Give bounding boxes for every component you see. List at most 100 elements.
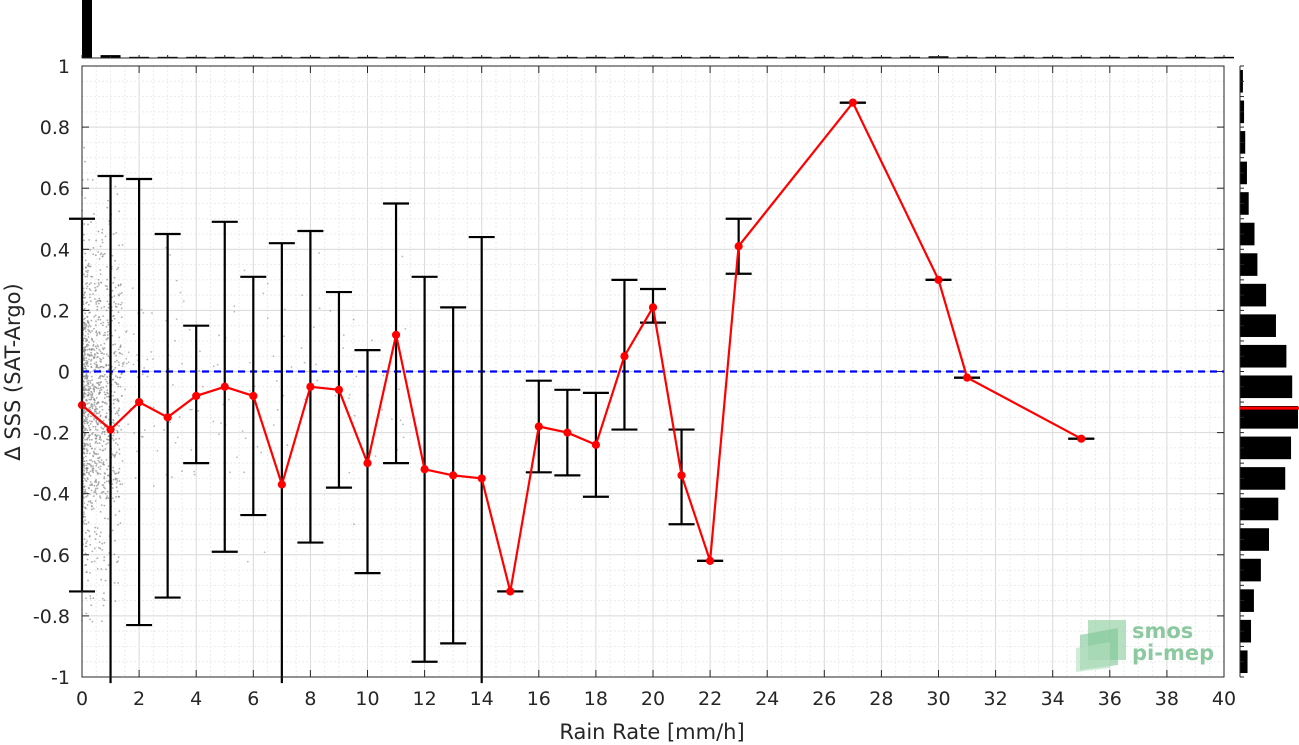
scatter-point [120,291,123,294]
scatter-point [101,401,104,403]
scatter-point [94,448,96,450]
scatter-point [114,185,117,188]
scatter-point [119,284,122,287]
scatter-point [93,460,96,463]
scatter-point [127,351,130,354]
scatter-point [82,359,85,362]
scatter-point [103,391,106,394]
x-tick-label: 18 [584,688,608,710]
scatter-point [86,382,89,385]
scatter-point [124,388,126,391]
scatter-point [90,351,93,354]
scatter-point [82,456,85,459]
scatter-point [404,327,407,330]
scatter-point [115,382,118,384]
scatter-point [93,213,95,215]
scatter-point [90,464,92,467]
scatter-point [83,408,86,411]
scatter-point [96,429,99,431]
scatter-point [113,581,116,584]
scatter-point [84,415,87,418]
scatter-point [104,473,107,475]
scatter-point [334,394,337,397]
scatter-point [83,469,86,472]
scatter-point [121,483,124,486]
scatter-point [86,319,89,322]
scatter-point [106,474,109,477]
scatter-point [84,519,86,522]
scatter-point [90,275,92,278]
scatter-point [98,461,101,464]
scatter-point [99,535,101,538]
scatter-point [92,450,95,453]
scatter-point [82,375,85,378]
right-histogram-bar [1240,589,1254,612]
scatter-point [118,425,120,427]
y-tick-label: -0.8 [33,606,70,628]
scatter-point [318,252,320,254]
scatter-point [106,490,109,493]
scatter-point [111,437,114,440]
scatter-point [94,526,97,529]
right-histogram-bar [1240,314,1276,337]
scatter-point [113,317,116,320]
scatter-point [125,330,128,332]
scatter-point [82,511,85,514]
scatter-point [88,265,91,268]
scatter-point [99,465,102,468]
scatter-point [120,307,123,310]
scatter-point [89,452,91,455]
scatter-point [118,437,121,440]
scatter-point [96,344,99,347]
scatter-point [83,380,86,383]
scatter-point [89,293,91,296]
scatter-point [113,456,116,458]
scatter-point [89,422,92,425]
y-tick-labels: 1 0.8 0.6 0.4 0.2 0 -0.2 -0.4 -0.6 -0.8 -1 [33,56,70,689]
scatter-point [117,311,120,314]
scatter-point [102,440,105,443]
scatter-point [107,497,110,500]
scatter-point [98,392,101,395]
scatter-point [90,561,93,563]
scatter-point [84,473,86,476]
x-tick-label: 34 [1041,688,1065,710]
scatter-point [90,347,93,350]
plot-border [81,65,1225,678]
scatter-point [89,543,92,546]
scatter-point [84,197,86,199]
scatter-point [116,443,119,446]
scatter-point [114,600,117,603]
scatter-point [86,540,88,543]
scatter-point [92,357,95,360]
scatter-point [91,392,94,395]
scatter-point [102,357,105,360]
scatter-point [85,464,88,467]
scatter-point [106,278,109,281]
scatter-point [105,568,107,571]
scatter-point [99,547,102,550]
plot-frame [81,65,1225,678]
right-histogram-bar [1240,192,1249,215]
scatter-point [101,238,104,241]
scatter-point [112,419,115,422]
scatter-point [107,355,110,358]
scatter-point [96,462,98,465]
scatter-point [94,425,97,428]
scatter-point [116,490,119,493]
right-histogram-bar [1240,558,1261,582]
scatter-point [286,444,289,446]
scatter-point [94,298,96,300]
scatter-point [83,348,86,350]
scatter-point [199,350,201,353]
scatter-point [106,382,109,385]
scatter-point [218,334,220,337]
scatter-point [101,430,104,433]
scatter-point [95,533,98,535]
scatter-point [93,401,96,404]
scatter-point [171,476,173,479]
scatter-point [84,349,87,352]
scatter-point [84,444,87,447]
scatter-point [102,604,105,607]
x-tick-label: 26 [812,688,836,710]
